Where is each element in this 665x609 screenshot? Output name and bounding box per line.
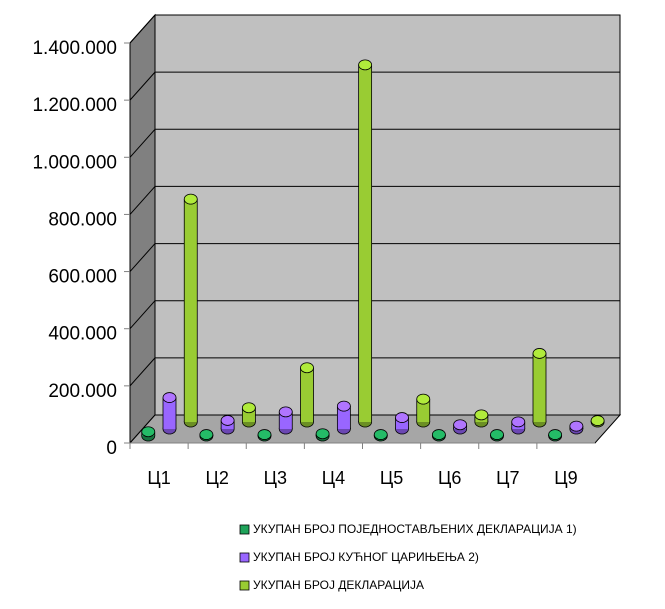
y-tick-label: 400.000	[48, 324, 117, 345]
bar-top	[532, 348, 547, 359]
legend-swatch	[239, 524, 250, 535]
bar-group	[278, 406, 293, 435]
bar-top	[358, 59, 373, 71]
bar-group	[336, 400, 351, 435]
bar-group	[490, 429, 504, 442]
bar-group	[431, 429, 446, 442]
bar	[300, 367, 314, 422]
legend-swatch	[239, 552, 250, 563]
bar-group	[300, 362, 314, 428]
bar-top	[395, 412, 409, 423]
x-tick-label: Ц2	[206, 468, 229, 488]
x-tick-label: Ц9	[554, 468, 577, 488]
bar-top	[162, 392, 177, 403]
bar-group	[373, 429, 388, 442]
x-tick-label: Ц5	[380, 468, 403, 488]
bar-top	[141, 426, 156, 438]
bar-group	[183, 193, 198, 428]
x-tick-label: Ц3	[264, 468, 287, 488]
bar	[163, 397, 176, 429]
grid-line	[129, 14, 156, 44]
y-tick-label: 1.200.000	[32, 95, 117, 116]
y-tick-label: 800.000	[48, 209, 117, 230]
bar-top	[416, 393, 431, 405]
x-tick-label: Ц7	[496, 468, 519, 488]
bar-group	[416, 393, 431, 428]
bar-top	[336, 400, 351, 412]
grid-line	[129, 71, 156, 101]
bar-group	[162, 392, 177, 435]
grid-line	[129, 243, 156, 272]
bar-group	[141, 426, 156, 442]
bar-top	[474, 409, 489, 421]
y-tick-label: 1.000.000	[32, 152, 117, 173]
grid-line	[129, 128, 156, 158]
side-wall	[129, 13, 156, 445]
bar-top	[431, 429, 446, 440]
bar-group	[241, 402, 256, 428]
legend-label: УКУПАН БРОЈ ПОЈЕДНОСТАВЉЕНИХ ДЕКЛАРАЦИЈА…	[253, 522, 577, 536]
bar-group	[220, 415, 235, 435]
grid-line	[129, 357, 156, 387]
legend-swatch	[239, 580, 250, 591]
bar-top	[257, 429, 272, 440]
bar-top	[183, 193, 198, 205]
bar-group	[590, 415, 605, 428]
bar-group	[358, 59, 373, 428]
legend-label: УКУПАН БРОЈ ДЕКЛАРАЦИЈА	[253, 578, 424, 592]
bar-top	[590, 415, 605, 426]
grid-line	[129, 186, 156, 215]
bar	[358, 64, 372, 422]
bar	[416, 399, 430, 422]
bar-group	[474, 409, 489, 428]
bar-group	[199, 429, 214, 442]
bar-group	[395, 412, 409, 435]
bar-top	[199, 429, 214, 440]
y-tick-label: 200.000	[48, 381, 117, 402]
y-tick-label: 0	[106, 438, 117, 459]
bar	[533, 353, 546, 422]
bar-group	[532, 348, 547, 428]
x-tick-label: Ц4	[322, 468, 345, 488]
bar-group	[257, 429, 272, 442]
bar-top	[300, 362, 314, 374]
bar	[337, 406, 351, 429]
bar-top	[490, 429, 504, 440]
bar-group	[315, 428, 330, 442]
bar	[395, 417, 409, 429]
bar-top	[315, 428, 330, 440]
bar-top	[511, 416, 526, 428]
bar-group	[548, 429, 563, 442]
x-tick-label: Ц1	[147, 468, 170, 488]
bar-group	[569, 420, 584, 435]
bar-top	[241, 402, 256, 414]
bar-top	[278, 406, 293, 418]
bar-group	[511, 416, 526, 435]
back-wall	[154, 14, 621, 416]
bar-group	[453, 419, 468, 435]
legend-label: УКУПАН БРОЈ КУЋНОГ ЦАРИЊЕЊА 2)	[253, 550, 479, 564]
bar-top	[453, 419, 468, 431]
bar	[184, 199, 198, 422]
y-tick-label: 1.400.000	[32, 38, 117, 59]
x-tick-label: Ц6	[438, 468, 461, 488]
bar-top	[569, 420, 584, 432]
bar-top	[220, 415, 235, 426]
bar-top	[373, 429, 388, 440]
bar-top	[548, 429, 563, 440]
grid-line	[129, 300, 156, 330]
y-tick-label: 600.000	[48, 267, 117, 288]
